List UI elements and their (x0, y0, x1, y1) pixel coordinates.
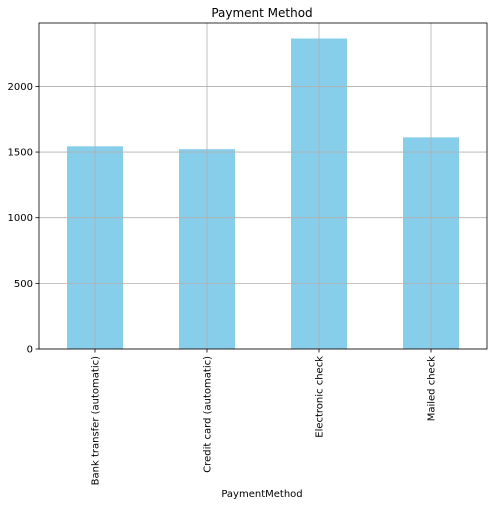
y-tick-label-3: 1000 (8, 213, 33, 224)
chart-title: Payment Method (211, 6, 312, 20)
plot-frame (38, 22, 488, 350)
x-tick-label-3: Electronic check (315, 356, 326, 438)
y-axis-ticks: 0 500 1000 1500 2000 (8, 82, 39, 356)
y-tick-label-4: 1500 (8, 148, 33, 159)
bars (67, 38, 459, 350)
x-axis-ticks: Bank transfer (automatic) Credit card (au… (91, 349, 438, 485)
axes (38, 22, 488, 350)
x-tick-label-4: Mailed check (427, 356, 438, 421)
x-tick-label-1: Bank transfer (automatic) (91, 356, 102, 485)
x-axis-label: PaymentMethod (221, 489, 302, 500)
y-tick-label-1: 0 (27, 345, 33, 356)
y-tick-label-2: 500 (14, 279, 33, 290)
y-tick-label-5: 2000 (8, 82, 33, 93)
x-tick-label-2: Credit card (automatic) (203, 356, 214, 473)
